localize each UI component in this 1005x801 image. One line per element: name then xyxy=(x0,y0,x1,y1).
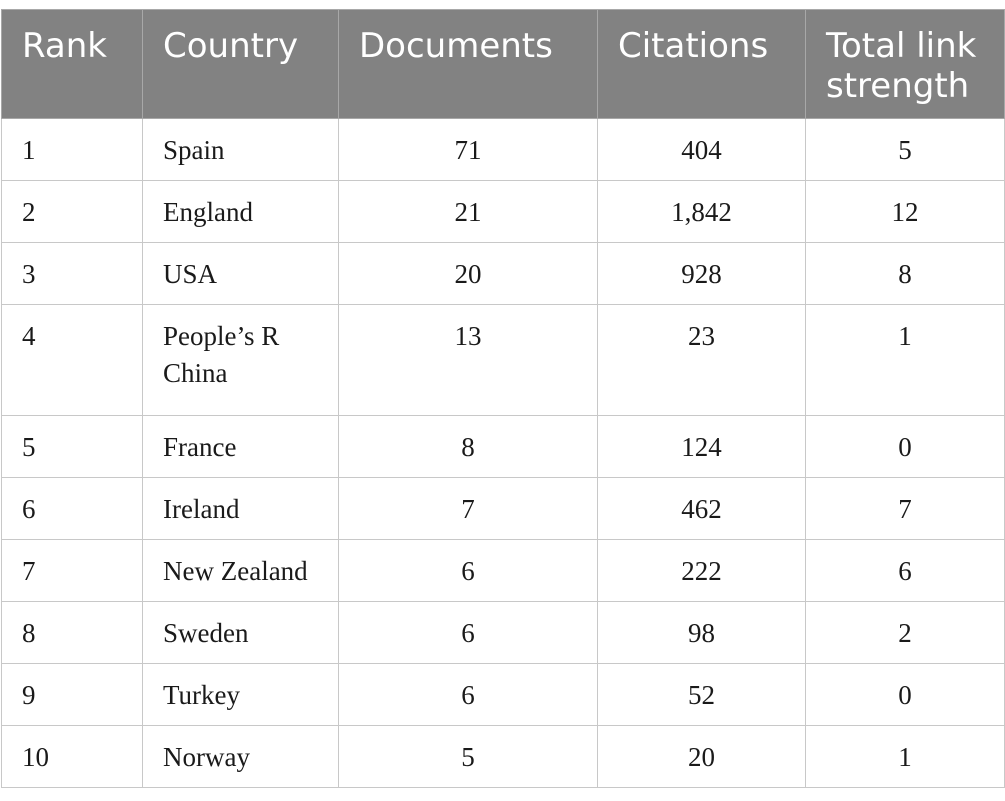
table-row: 10 Norway 5 20 1 xyxy=(1,725,1005,788)
link-strength-cell: 12 xyxy=(805,180,1005,243)
citations-cell: 404 xyxy=(597,118,806,181)
link-strength-cell: 0 xyxy=(805,415,1005,478)
documents-cell: 6 xyxy=(338,601,598,664)
table-row: 7 New Zealand 6 222 6 xyxy=(1,539,1005,602)
link-strength-cell: 2 xyxy=(805,601,1005,664)
citations-cell: 222 xyxy=(597,539,806,602)
citations-cell: 124 xyxy=(597,415,806,478)
country-cell: Norway xyxy=(142,725,339,788)
rank-cell: 2 xyxy=(1,180,143,243)
documents-cell: 7 xyxy=(338,477,598,540)
link-strength-cell: 7 xyxy=(805,477,1005,540)
link-strength-cell: 5 xyxy=(805,118,1005,181)
documents-cell: 8 xyxy=(338,415,598,478)
link-strength-cell: 8 xyxy=(805,242,1005,305)
citations-cell: 98 xyxy=(597,601,806,664)
citations-cell: 52 xyxy=(597,663,806,726)
country-cell: Sweden xyxy=(142,601,339,664)
table-row: 8 Sweden 6 98 2 xyxy=(1,601,1005,664)
country-ranking-table: Rank Country Documents Citations Total l… xyxy=(1,9,1005,788)
link-strength-cell: 6 xyxy=(805,539,1005,602)
header-row: Rank Country Documents Citations Total l… xyxy=(1,9,1005,119)
header-total-link-strength: Total link strength xyxy=(805,9,1005,119)
documents-cell: 13 xyxy=(338,304,598,416)
country-cell: People’s R China xyxy=(142,304,339,416)
header-citations: Citations xyxy=(597,9,806,119)
country-cell: England xyxy=(142,180,339,243)
citations-cell: 462 xyxy=(597,477,806,540)
country-cell: Spain xyxy=(142,118,339,181)
table-body: 1 Spain 71 404 5 2 England 21 1,842 12 3… xyxy=(1,118,1005,788)
rank-cell: 1 xyxy=(1,118,143,181)
table-row: 1 Spain 71 404 5 xyxy=(1,118,1005,181)
header-rank: Rank xyxy=(1,9,143,119)
link-strength-cell: 1 xyxy=(805,304,1005,416)
country-cell: Ireland xyxy=(142,477,339,540)
table-row: 4 People’s R China 13 23 1 xyxy=(1,304,1005,416)
rank-cell: 10 xyxy=(1,725,143,788)
documents-cell: 20 xyxy=(338,242,598,305)
table-row: 6 Ireland 7 462 7 xyxy=(1,477,1005,540)
rank-cell: 7 xyxy=(1,539,143,602)
table-row: 5 France 8 124 0 xyxy=(1,415,1005,478)
table-row: 2 England 21 1,842 12 xyxy=(1,180,1005,243)
country-cell: New Zealand xyxy=(142,539,339,602)
link-strength-cell: 0 xyxy=(805,663,1005,726)
citations-cell: 23 xyxy=(597,304,806,416)
country-cell: USA xyxy=(142,242,339,305)
country-cell: France xyxy=(142,415,339,478)
table-row: 9 Turkey 6 52 0 xyxy=(1,663,1005,726)
documents-cell: 6 xyxy=(338,663,598,726)
link-strength-cell: 1 xyxy=(805,725,1005,788)
citations-cell: 928 xyxy=(597,242,806,305)
documents-cell: 6 xyxy=(338,539,598,602)
rank-cell: 8 xyxy=(1,601,143,664)
documents-cell: 71 xyxy=(338,118,598,181)
header-documents: Documents xyxy=(338,9,598,119)
header-country: Country xyxy=(142,9,339,119)
table-row: 3 USA 20 928 8 xyxy=(1,242,1005,305)
table-header: Rank Country Documents Citations Total l… xyxy=(1,9,1005,119)
rank-cell: 9 xyxy=(1,663,143,726)
rank-cell: 5 xyxy=(1,415,143,478)
citations-cell: 1,842 xyxy=(597,180,806,243)
documents-cell: 21 xyxy=(338,180,598,243)
rank-cell: 6 xyxy=(1,477,143,540)
country-cell: Turkey xyxy=(142,663,339,726)
citations-cell: 20 xyxy=(597,725,806,788)
rank-cell: 4 xyxy=(1,304,143,416)
rank-cell: 3 xyxy=(1,242,143,305)
documents-cell: 5 xyxy=(338,725,598,788)
